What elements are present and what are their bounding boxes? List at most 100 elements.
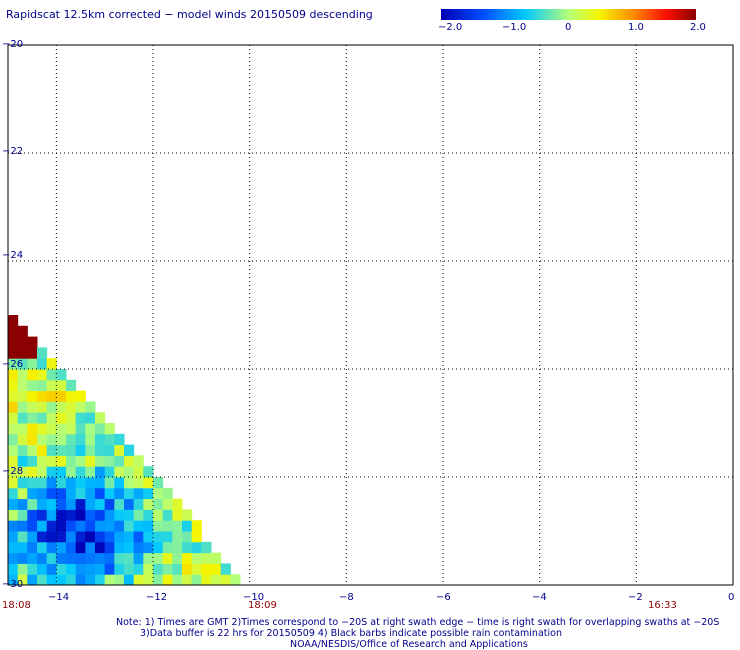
- heatmap-cell: [75, 563, 86, 575]
- heatmap-cell: [95, 487, 106, 500]
- heatmap-cell: [75, 520, 86, 532]
- heatmap-cell: [56, 423, 67, 435]
- heatmap-cell: [27, 520, 38, 532]
- heatmap-cell: [56, 412, 67, 424]
- heatmap-cell: [8, 315, 19, 327]
- colorbar: [441, 9, 696, 20]
- heatmap-cell: [220, 574, 231, 586]
- heatmap-cell: [95, 541, 106, 554]
- heatmap-cell: [46, 487, 57, 500]
- heatmap-cell: [37, 379, 48, 392]
- heatmap-cell: [46, 563, 57, 575]
- y-tick-label: −24: [2, 250, 24, 261]
- heatmap-cell: [182, 574, 193, 586]
- heatmap-cell: [85, 509, 96, 521]
- heatmap-cell: [37, 433, 48, 446]
- y-tick-label: −20: [2, 39, 24, 50]
- heatmap-cell: [37, 563, 48, 575]
- heatmap-cell: [143, 563, 154, 575]
- heatmap-cell: [37, 369, 48, 381]
- heatmap-cell: [37, 358, 48, 370]
- heatmap-cell: [133, 455, 144, 467]
- heatmap-cell: [27, 379, 38, 392]
- heatmap-cell: [191, 541, 202, 554]
- heatmap-cell: [46, 541, 57, 554]
- heatmap-cell: [104, 509, 115, 521]
- heatmap-cell: [8, 498, 19, 510]
- heatmap-cell: [56, 563, 67, 575]
- heatmap-cell: [56, 487, 67, 500]
- heatmap-cell: [27, 444, 38, 456]
- heatmap-cell: [66, 498, 77, 510]
- heatmap-cell: [56, 379, 67, 392]
- heatmap-cell: [27, 433, 38, 446]
- heatmap-cell: [95, 455, 106, 467]
- heatmap-cell: [46, 369, 57, 381]
- colorbar-tick-label: 0: [565, 22, 572, 33]
- x-tick-label: −6: [436, 592, 451, 603]
- heatmap-cell: [17, 412, 28, 424]
- heatmap-cell: [46, 509, 57, 521]
- heatmap-cell: [56, 455, 67, 467]
- heatmap-cell: [75, 433, 86, 446]
- heatmap-cell: [85, 466, 96, 478]
- heatmap-cell: [27, 466, 38, 478]
- x-tick-label: −2: [628, 592, 643, 603]
- heatmap-cell: [46, 520, 57, 532]
- heatmap-cell: [114, 509, 125, 521]
- heatmap-cell: [66, 477, 77, 489]
- heatmap-cell: [153, 487, 164, 500]
- heatmap-cell: [17, 444, 28, 456]
- heatmap-cell: [17, 401, 28, 413]
- swath-time-label: 16:33: [648, 600, 677, 611]
- heatmap-cell: [85, 433, 96, 446]
- heatmap-cell: [46, 455, 57, 467]
- x-tick-label: −8: [339, 592, 354, 603]
- heatmap-cell: [66, 401, 77, 413]
- heatmap-cell: [114, 520, 125, 532]
- heatmap-cell: [27, 455, 38, 467]
- chart-title: Rapidscat 12.5km corrected − model winds…: [6, 8, 373, 21]
- swath-time-label: 18:09: [248, 600, 277, 611]
- heatmap-cell: [27, 401, 38, 413]
- heatmap-cell: [75, 412, 86, 424]
- heatmap-cell: [27, 574, 38, 586]
- heatmap-cell: [85, 520, 96, 532]
- heatmap-cell: [85, 563, 96, 575]
- heatmap-cell: [17, 455, 28, 467]
- heatmap-cell: [182, 552, 193, 564]
- heatmap-cell: [46, 412, 57, 424]
- heatmap-cell: [104, 423, 115, 435]
- heatmap-cell: [182, 509, 193, 521]
- heatmap-cell: [153, 552, 164, 564]
- heatmap-cell: [75, 423, 86, 435]
- heatmap-cell: [133, 552, 144, 564]
- heatmap-cell: [85, 423, 96, 435]
- heatmap-cell: [95, 444, 106, 456]
- heatmap-cell: [8, 325, 19, 338]
- heatmap-cell: [143, 531, 154, 543]
- heatmap-cell: [56, 401, 67, 413]
- heatmap-cell: [17, 358, 28, 370]
- heatmap-cell: [104, 541, 115, 554]
- heatmap-cell: [95, 552, 106, 564]
- heatmap-cell: [133, 520, 144, 532]
- heatmap-cell: [37, 401, 48, 413]
- heatmap-cell: [143, 477, 154, 489]
- x-tick-label: −4: [532, 592, 547, 603]
- heatmap-cell: [75, 574, 86, 586]
- heatmap-cell: [37, 574, 48, 586]
- heatmap-cell: [56, 509, 67, 521]
- heatmap-cell: [124, 574, 135, 586]
- heatmap-cell: [182, 541, 193, 554]
- heatmap-cell: [201, 541, 212, 554]
- heatmap-cell: [8, 358, 19, 370]
- heatmap-cell: [95, 520, 106, 532]
- heatmap-cell: [75, 531, 86, 543]
- heatmap-cell: [17, 552, 28, 564]
- heatmap-cell: [17, 498, 28, 510]
- heatmap-cell: [37, 520, 48, 532]
- heatmap-cell: [95, 433, 106, 446]
- heatmap-cell: [124, 477, 135, 489]
- heatmap-cell: [66, 520, 77, 532]
